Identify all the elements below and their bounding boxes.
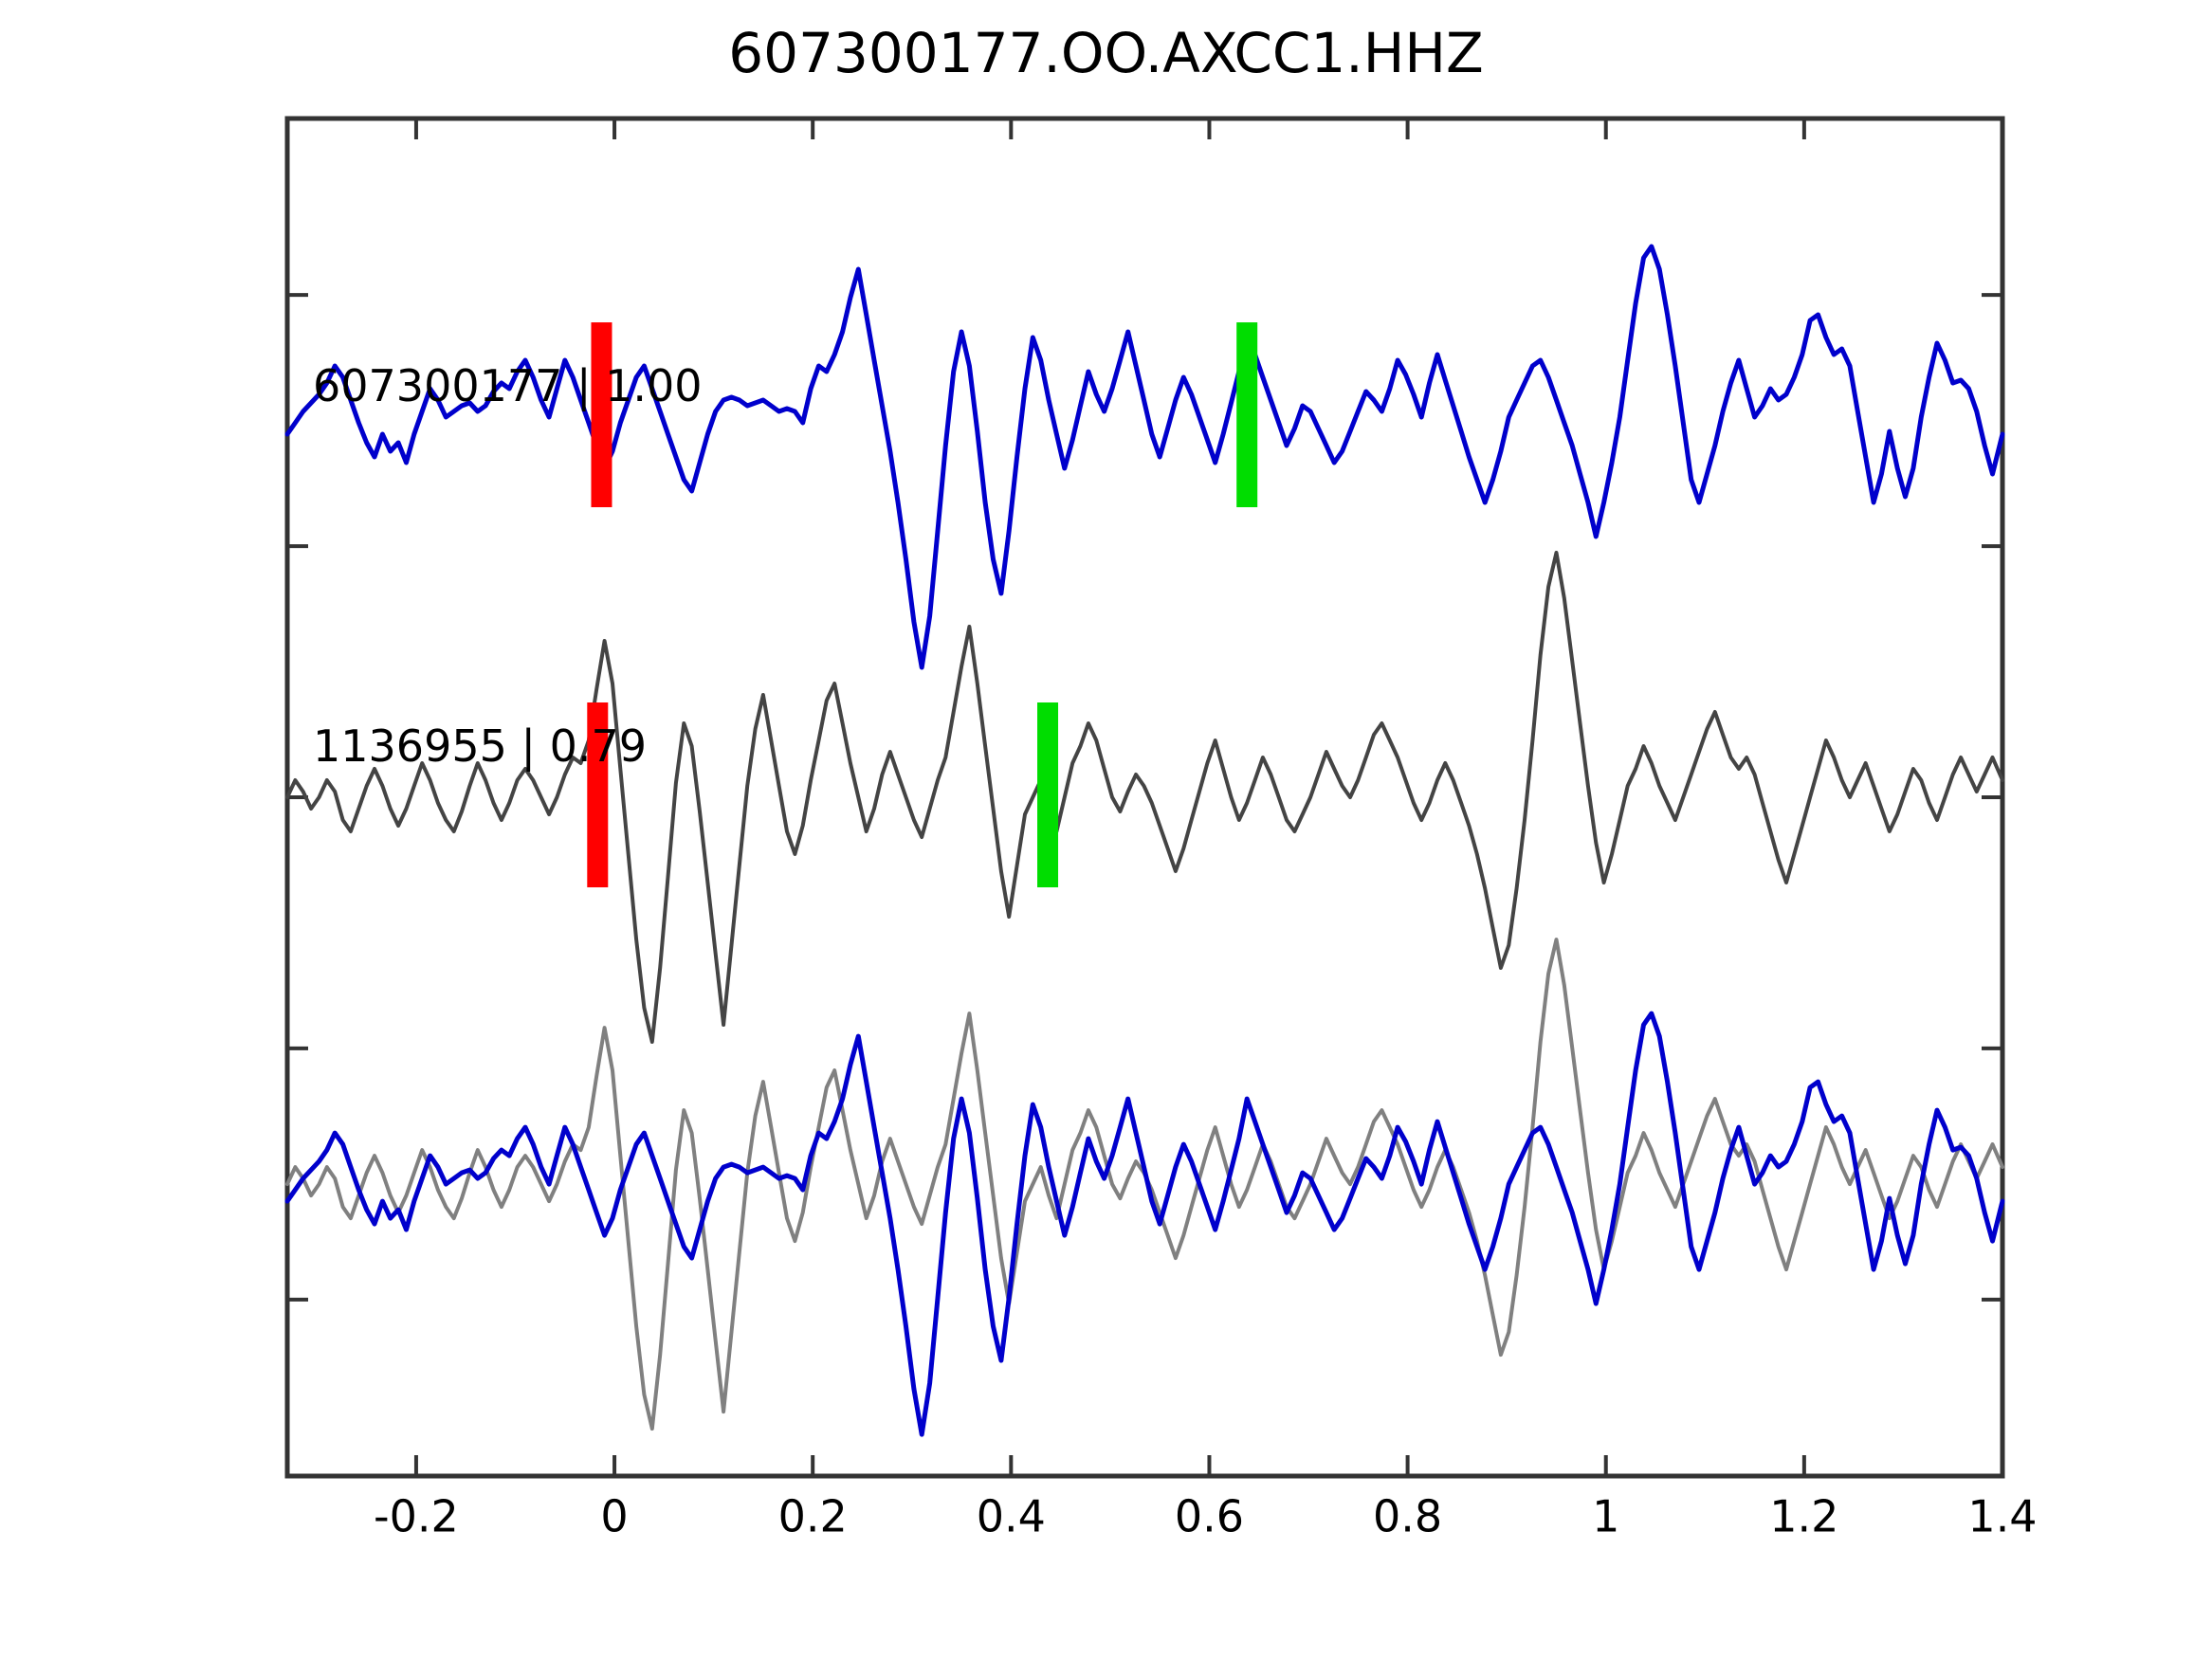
chart-title: 607300177.OO.AXCC1.HHZ bbox=[728, 21, 1484, 85]
x-tick-label: -0.2 bbox=[374, 1490, 459, 1541]
x-tick-label: 1.4 bbox=[1967, 1490, 2037, 1541]
p-pick-marker-trace2 bbox=[587, 702, 609, 887]
x-axis-ticks bbox=[413, 118, 2004, 1476]
s-pick-marker-trace1 bbox=[1236, 322, 1258, 508]
trace1-label: 607300177 | 1.00 bbox=[313, 360, 703, 412]
y-axis-ticks bbox=[287, 293, 2002, 1302]
x-tick-label: 1 bbox=[1592, 1490, 1619, 1541]
x-axis-tick-labels: -0.2 0 0.2 0.4 0.6 0.8 1 1.2 1.4 bbox=[374, 1490, 2038, 1541]
x-tick-label: 0.2 bbox=[778, 1490, 848, 1541]
trace-detection-gray bbox=[285, 551, 2004, 1044]
x-tick-label: 0 bbox=[600, 1490, 628, 1541]
waveform-traces bbox=[284, 244, 2005, 1437]
phase-pick-markers bbox=[587, 322, 1258, 887]
x-tick-label: 0.4 bbox=[977, 1490, 1046, 1541]
p-pick-marker-trace1 bbox=[591, 322, 612, 508]
x-tick-label: 0.6 bbox=[1175, 1490, 1244, 1541]
trace2-label: 1136955 | 0.79 bbox=[313, 720, 647, 773]
x-tick-label: 1.2 bbox=[1769, 1490, 1838, 1541]
x-tick-label: 0.8 bbox=[1373, 1490, 1442, 1541]
plot-frame bbox=[284, 116, 2005, 1479]
trace-overlay-blue bbox=[284, 1011, 2005, 1437]
s-pick-marker-trace2 bbox=[1037, 702, 1059, 887]
trace-template-blue bbox=[284, 244, 2005, 670]
